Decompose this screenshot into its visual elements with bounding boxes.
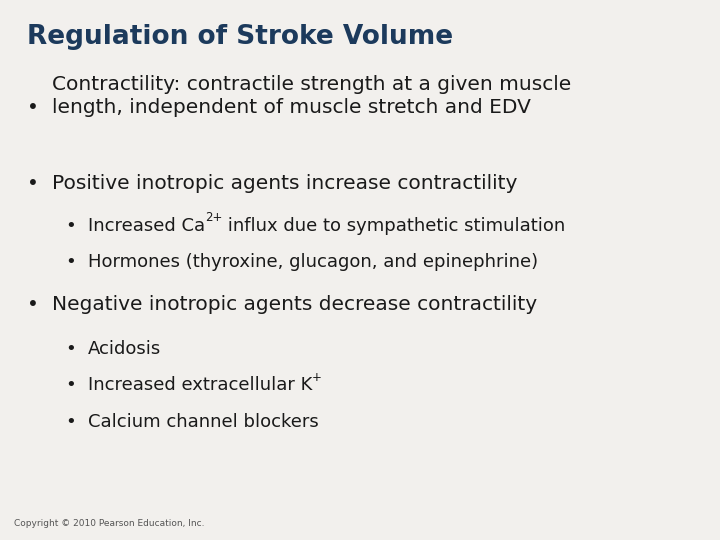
Text: •: • [65,413,76,430]
Text: •: • [65,253,76,271]
Text: Hormones (thyroxine, glucagon, and epinephrine): Hormones (thyroxine, glucagon, and epine… [88,253,538,271]
Text: Contractility: contractile strength at a given muscle
length, independent of mus: Contractility: contractile strength at a… [52,75,571,117]
Text: influx due to sympathetic stimulation: influx due to sympathetic stimulation [222,217,566,235]
Text: Acidosis: Acidosis [88,340,161,357]
Text: Calcium channel blockers: Calcium channel blockers [88,413,318,430]
Text: Copyright © 2010 Pearson Education, Inc.: Copyright © 2010 Pearson Education, Inc. [14,519,205,528]
Text: Negative inotropic agents decrease contractility: Negative inotropic agents decrease contr… [52,295,537,314]
Text: +: + [312,370,322,384]
Text: Increased Ca: Increased Ca [88,217,205,235]
Text: 2+: 2+ [205,211,222,225]
Text: •: • [27,295,39,314]
Text: •: • [65,217,76,235]
Text: •: • [27,98,39,117]
Text: Positive inotropic agents increase contractility: Positive inotropic agents increase contr… [52,174,517,193]
Text: Regulation of Stroke Volume: Regulation of Stroke Volume [27,24,454,50]
Text: •: • [65,376,76,394]
Text: •: • [65,340,76,357]
Text: •: • [27,174,39,193]
Text: Increased extracellular K: Increased extracellular K [88,376,312,394]
